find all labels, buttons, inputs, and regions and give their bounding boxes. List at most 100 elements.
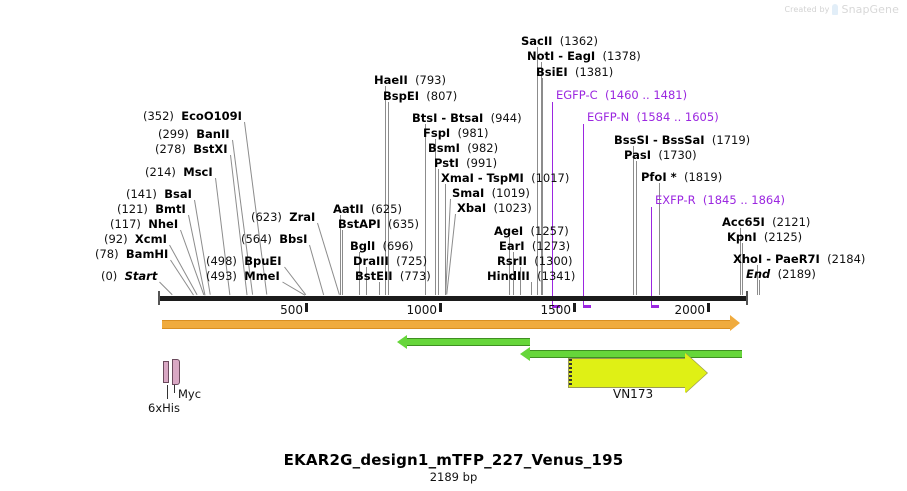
enzyme-label-pasi[interactable]: PasI (1730) [624,149,697,161]
enzyme-label-aatii[interactable]: AatII (625) [333,203,402,215]
enzyme-label-draiii[interactable]: DraIII (725) [353,255,427,267]
enzyme-label-noti-eagi[interactable]: NotI - EagI (1378) [527,50,641,62]
enzyme-name: Acc65I [722,215,765,229]
enzyme-label-sacii[interactable]: SacII (1362) [521,35,598,47]
enzyme-label-bsmi[interactable]: BsmI (982) [428,142,498,154]
enzyme-label-agei[interactable]: AgeI (1257) [494,225,569,237]
enzyme-position: (635) [388,217,419,231]
enzyme-label-exfp-r[interactable]: EXFP-R (1845 .. 1864) [655,194,785,206]
enzyme-name: PasI [624,148,652,162]
feature-primer-1[interactable] [407,338,530,346]
enzyme-position: (92) [104,232,128,246]
enzyme-label-xhoi-paer7i[interactable]: XhoI - PaeR7I (2184) [733,253,865,265]
enzyme-name: AgeI [494,224,524,238]
enzyme-label-pfoi-[interactable]: PfoI * (1819) [641,171,722,183]
enzyme-position: (1257) [530,224,569,238]
enzyme-position: (773) [399,269,431,283]
enzyme-name: FspI [423,126,451,140]
enzyme-name: SmaI [452,186,485,200]
enzyme-position: (1584 .. 1605) [636,110,719,124]
enzyme-position: (944) [490,111,522,125]
enzyme-position: (1362) [559,34,598,48]
enzyme-label-bsteii[interactable]: BstEII (773) [355,270,431,282]
feature-orf-orange[interactable] [162,320,732,329]
enzyme-label-ecoo109i[interactable]: (352) EcoO109I [143,110,242,122]
enzyme-label-acc65i[interactable]: Acc65I (2121) [722,216,810,228]
feature-primer-2[interactable] [530,350,742,358]
enzyme-leader-line [741,243,743,295]
enzyme-position: (1341) [537,269,576,283]
enzyme-label-msci[interactable]: (214) MscI [145,166,213,178]
enzyme-position: (2189) [777,267,816,281]
enzyme-label-smai[interactable]: SmaI (1019) [452,187,530,199]
enzyme-name: XcmI [134,232,167,246]
enzyme-position: (121) [117,202,148,216]
enzyme-label-banii[interactable]: (299) BanII [158,128,230,140]
enzyme-label-fspi[interactable]: FspI (981) [423,127,488,139]
enzyme-name: BssSI - BssSaI [614,133,705,147]
enzyme-label-haeii[interactable]: HaeII (793) [374,74,446,86]
enzyme-name: EGFP-C [556,88,598,102]
enzyme-label-bstxi[interactable]: (278) BstXI [155,143,228,155]
enzyme-leader-line [424,124,426,295]
enzyme-label-mmei[interactable]: (493) MmeI [206,270,280,282]
enzyme-position: (625) [371,202,402,216]
enzyme-label-start[interactable]: (0) Start [101,270,157,282]
enzyme-label-xcmi[interactable]: (92) XcmI [104,233,167,245]
enzyme-name: BstAPI [338,217,381,231]
enzyme-label-bamhi[interactable]: (78) BamHI [95,248,168,260]
enzyme-name: Start [124,269,158,283]
enzyme-name: BamHI [125,247,169,261]
enzyme-position: (2184) [827,252,866,266]
enzyme-label-bgli[interactable]: BglI (696) [350,240,413,252]
enzyme-name: XhoI - PaeR7I [733,252,820,266]
enzyme-name: SacII [521,34,553,48]
enzyme-position: (1273) [531,239,571,253]
enzyme-label-end[interactable]: End (2189) [746,268,816,280]
feature-orf-orange-arrowhead [730,315,740,331]
ruler-tick [573,303,576,312]
enzyme-name: ZraI [289,210,316,224]
enzyme-label-nhei[interactable]: (117) NheI [110,218,178,230]
enzyme-label-egfp-n[interactable]: EGFP-N (1584 .. 1605) [587,111,719,123]
enzyme-label-bsssi-bsssai[interactable]: BssSI - BssSaI (1719) [614,134,750,146]
enzyme-label-xbai[interactable]: XbaI (1023) [457,202,532,214]
enzyme-position: (1381) [575,65,614,79]
enzyme-leader-line [508,237,510,295]
enzyme-leader-line [437,169,439,295]
enzyme-label-kpni[interactable]: KpnI (2125) [727,231,802,243]
enzyme-name: EXFP-R [655,193,696,207]
enzyme-label-bstapi[interactable]: BstAPI (635) [338,218,419,230]
feature-vn173[interactable] [568,358,686,388]
enzyme-position: (1378) [602,49,641,63]
enzyme-label-bmti[interactable]: (121) BmtI [117,203,186,215]
enzyme-label-rsrii[interactable]: RsrII (1300) [497,255,573,267]
enzyme-label-bsiei[interactable]: BsiEI (1381) [536,66,613,78]
enzyme-label-psti[interactable]: PstI (991) [434,157,497,169]
backbone-start-cap [158,291,160,305]
feature-myc-label: Myc [178,387,202,401]
enzyme-position: (696) [382,239,414,253]
enzyme-label-xmai-tspmi[interactable]: XmaI - TspMI (1017) [441,172,569,184]
feature-myc-box[interactable] [172,359,180,385]
enzyme-position: (1819) [683,170,723,184]
feature-his6-box[interactable] [163,361,169,383]
enzyme-label-bspei[interactable]: BspEI (807) [383,90,457,102]
primer-site-foot [583,305,591,308]
enzyme-leader-line [513,252,515,295]
enzyme-label-hindiii[interactable]: HindIII (1341) [487,270,575,282]
enzyme-label-bbsi[interactable]: (564) BbsI [241,233,307,245]
enzyme-name: End [746,267,771,281]
enzyme-name: BsiEI [536,65,568,79]
feature-his6-leader [167,385,168,399]
enzyme-label-eari[interactable]: EarI (1273) [499,240,570,252]
enzyme-label-bpuei[interactable]: (498) BpuEI [206,255,282,267]
enzyme-label-egfp-c[interactable]: EGFP-C (1460 .. 1481) [556,89,687,101]
enzyme-label-btsi-btsai[interactable]: BtsI - BtsaI (944) [412,112,522,124]
ruler-tick-label: 1000 [406,303,437,317]
enzyme-label-bsai[interactable]: (141) BsaI [126,188,192,200]
enzyme-position: (564) [241,232,272,246]
enzyme-label-zrai[interactable]: (623) ZraI [251,211,315,223]
enzyme-position: (1017) [531,171,570,185]
enzyme-leader-line [159,281,173,296]
